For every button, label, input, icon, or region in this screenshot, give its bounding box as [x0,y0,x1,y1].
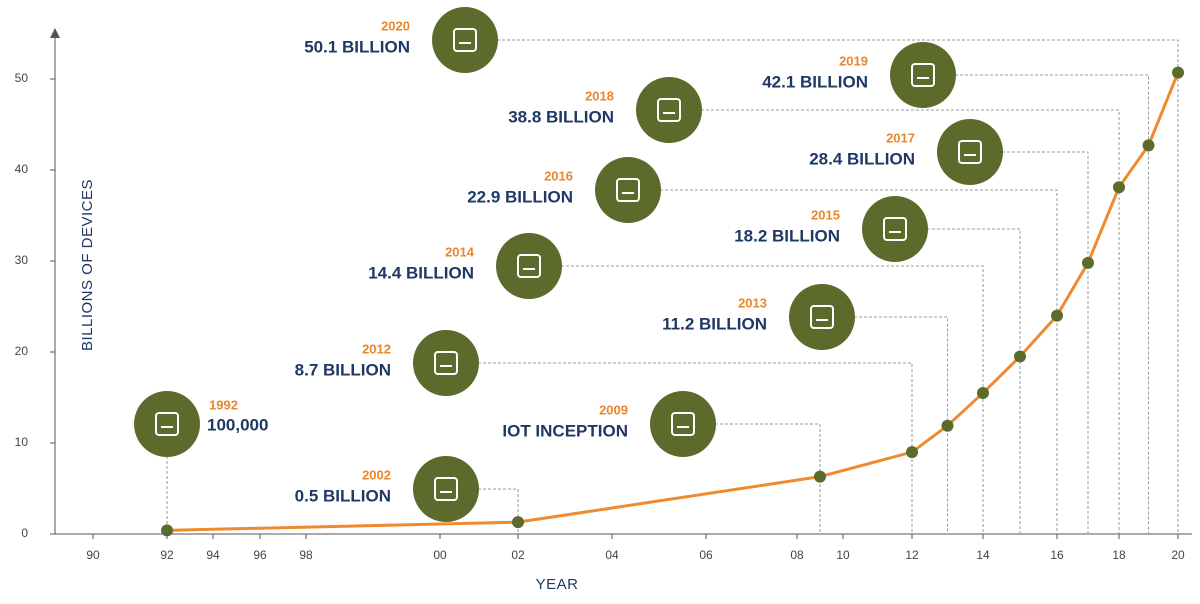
annotation-text: 38.8 BILLION [508,107,614,126]
y-axis-arrow [50,28,60,38]
icon [616,178,640,202]
annotation-text: 100,000 [207,415,268,434]
x-tick-label: 08 [790,548,804,562]
x-tick-label: 04 [605,548,619,562]
icon-badge [636,77,702,143]
annotation-year: 2016 [544,168,573,183]
data-point [1082,256,1094,269]
x-tick-label: 98 [299,548,313,562]
icon-badge [432,7,498,73]
icon-badge [595,157,661,223]
icon [911,63,935,87]
data-point [161,524,173,537]
annotation-text: 8.7 BILLION [295,360,391,379]
icon-badge [789,284,855,350]
guide-line [715,423,821,534]
annotation-text: IOT INCEPTION [502,421,628,440]
icon [671,412,695,436]
data-point [906,446,918,459]
guide-line [1002,151,1089,534]
guide-line [497,39,1179,534]
y-tick-label: 50 [15,71,29,85]
icon-badge [413,330,479,396]
annotation-year: 2013 [738,295,767,310]
data-point [1051,309,1063,322]
annotation-text: 42.1 BILLION [762,72,868,91]
icon-badge [134,391,200,457]
guide-line [854,316,948,534]
annotation-text: 11.2 BILLION [662,314,767,333]
icon-badge [890,42,956,108]
data-point [941,419,954,432]
x-tick-label: 18 [1112,548,1126,562]
guide-line [701,109,1120,534]
icon-badge [650,391,716,457]
annotation-year: 2020 [381,18,410,33]
x-tick-label: 02 [511,548,525,562]
guide-line [660,189,1058,534]
annotation-year: 2012 [362,341,391,356]
annotation-year: 2014 [445,244,475,259]
data-point [1172,66,1184,79]
icon [958,140,982,164]
icon [517,254,541,278]
y-tick-label: 0 [21,526,28,540]
data-point [814,470,826,483]
icon-badge [862,196,928,262]
data-point [1113,181,1125,194]
annotation-text: 18.2 BILLION [734,226,840,245]
data-line [166,72,1180,532]
x-tick-label: 10 [836,548,850,562]
icon [434,351,458,375]
annotation-year: 2009 [599,402,628,417]
y-tick-label: 30 [15,253,29,267]
x-tick-label: 20 [1171,548,1185,562]
icon-badge [496,233,562,299]
icon [810,305,834,329]
x-tick-label: 96 [253,548,267,562]
icon [657,98,681,122]
annotation-year: 2018 [585,88,614,103]
data-point [512,516,524,529]
x-tick-label: 00 [433,548,447,562]
y-tick-label: 20 [15,344,29,358]
y-tick-label: 10 [15,435,29,449]
annotation-year: 2015 [811,207,840,222]
x-axis-title: YEAR [536,576,579,593]
annotation-year: 2019 [839,53,868,68]
x-tick-label: 90 [86,548,100,562]
icon [155,412,179,436]
guide-line [478,362,913,534]
guide-line [927,228,1021,534]
data-point [977,386,989,399]
annotation-text: 28.4 BILLION [809,149,915,168]
annotation-text: 0.5 BILLION [295,486,391,505]
annotation-text: 22.9 BILLION [467,187,573,206]
icon-badge [413,456,479,522]
annotation-year: 2002 [362,467,391,482]
guide-line [478,488,519,534]
y-axis-title: BILLIONS OF DEVICES [79,179,96,351]
icon [453,28,477,52]
icon [883,217,907,241]
data-point [1142,139,1155,152]
annotation-year: 2017 [886,130,915,145]
data-point [1014,350,1026,363]
annotation-text: 50.1 BILLION [304,37,410,56]
icon [434,477,458,501]
icon-badge [937,119,1003,185]
x-tick-label: 94 [206,548,220,562]
y-tick-label: 40 [15,162,29,176]
annotation-year: 1992 [209,397,238,412]
x-tick-label: 92 [160,548,174,562]
x-tick-label: 16 [1050,548,1064,562]
annotation-text: 14.4 BILLION [368,263,474,282]
x-tick-label: 06 [699,548,713,562]
x-tick-label: 14 [976,548,990,562]
x-tick-label: 12 [905,548,919,562]
guide-line [561,265,984,534]
